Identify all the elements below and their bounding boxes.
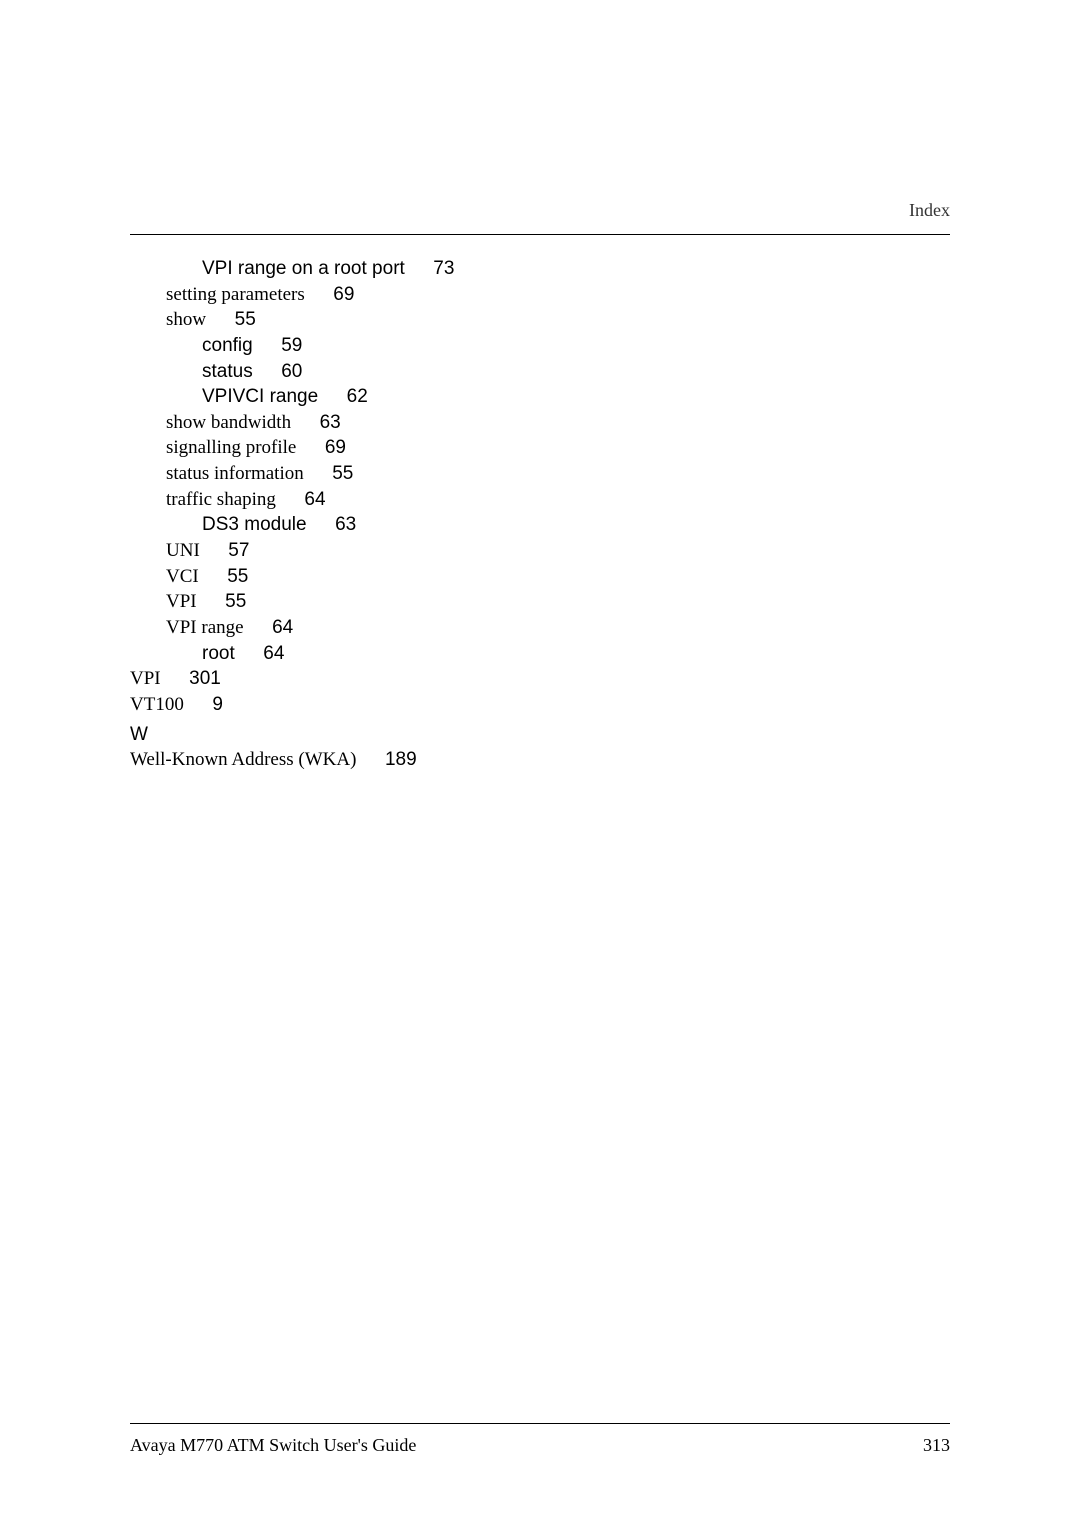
entry-text: setting parameters — [166, 284, 305, 305]
entry-text: root — [202, 643, 235, 664]
entry-text: VT100 — [130, 694, 184, 715]
index-entry: VPI range on a root port 73 — [130, 256, 950, 282]
entry-text: VCI — [166, 566, 199, 587]
page-ref: 57 — [228, 540, 249, 561]
entry-text: signalling profile — [166, 437, 296, 458]
header-rule — [130, 234, 950, 235]
page-ref: 55 — [332, 463, 353, 484]
entry-text: VPI range on a root port — [202, 258, 405, 279]
page-ref: 62 — [347, 386, 368, 407]
index-entry: VPIVCI range 62 — [130, 384, 950, 410]
index-entry: DS3 module 63 — [130, 512, 950, 538]
page-ref: 55 — [225, 591, 246, 612]
page-ref: 63 — [320, 412, 341, 433]
entry-text: show — [166, 309, 206, 330]
section-label: W — [130, 724, 148, 745]
page-ref: 55 — [227, 566, 248, 587]
index-entry: root 64 — [130, 641, 950, 667]
entry-text: traffic shaping — [166, 489, 276, 510]
page-ref: 73 — [433, 258, 454, 279]
index-content: VPI range on a root port 73 setting para… — [130, 256, 950, 773]
page-ref: 64 — [304, 489, 325, 510]
entry-text: DS3 module — [202, 514, 307, 535]
page-ref: 189 — [385, 749, 417, 770]
index-entry: VT100 9 — [130, 692, 950, 718]
document-page: Index VPI range on a root port 73 settin… — [0, 0, 1080, 1528]
page-ref: 63 — [335, 514, 356, 535]
page-footer: Avaya M770 ATM Switch User's Guide 313 — [130, 1435, 950, 1456]
index-entry: VPI range 64 — [130, 615, 950, 641]
header-title: Index — [909, 200, 950, 220]
index-entry: VPI 55 — [130, 589, 950, 615]
page-ref: 55 — [235, 309, 256, 330]
page-ref: 69 — [325, 437, 346, 458]
entry-text: VPIVCI range — [202, 386, 318, 407]
page-ref: 301 — [189, 668, 221, 689]
index-entry: setting parameters 69 — [130, 282, 950, 308]
entry-text: show bandwidth — [166, 412, 291, 433]
entry-text: status — [202, 361, 253, 382]
entry-text: UNI — [166, 540, 200, 561]
index-section-w: W — [130, 722, 950, 748]
index-entry: UNI 57 — [130, 538, 950, 564]
index-entry: Well-Known Address (WKA) 189 — [130, 747, 950, 773]
page-ref: 59 — [281, 335, 302, 356]
footer-page-number: 313 — [923, 1435, 950, 1456]
page-ref: 9 — [212, 694, 223, 715]
entry-text: VPI — [130, 668, 161, 689]
page-header: Index — [909, 200, 950, 221]
index-entry: VCI 55 — [130, 564, 950, 590]
entry-text: config — [202, 335, 253, 356]
footer-rule — [130, 1423, 950, 1424]
entry-text: VPI — [166, 591, 197, 612]
page-ref: 64 — [263, 643, 284, 664]
footer-title: Avaya M770 ATM Switch User's Guide — [130, 1435, 416, 1456]
page-ref: 64 — [272, 617, 293, 638]
entry-text: status information — [166, 463, 304, 484]
page-ref: 69 — [333, 284, 354, 305]
index-entry: config 59 — [130, 333, 950, 359]
index-entry: traffic shaping 64 — [130, 487, 950, 513]
entry-text: Well-Known Address (WKA) — [130, 749, 356, 770]
index-entry: VPI 301 — [130, 666, 950, 692]
index-entry: status 60 — [130, 359, 950, 385]
page-ref: 60 — [281, 361, 302, 382]
index-entry: show bandwidth 63 — [130, 410, 950, 436]
entry-text: VPI range — [166, 617, 244, 638]
index-entry: status information 55 — [130, 461, 950, 487]
index-entry: show 55 — [130, 307, 950, 333]
index-entry: signalling profile 69 — [130, 435, 950, 461]
